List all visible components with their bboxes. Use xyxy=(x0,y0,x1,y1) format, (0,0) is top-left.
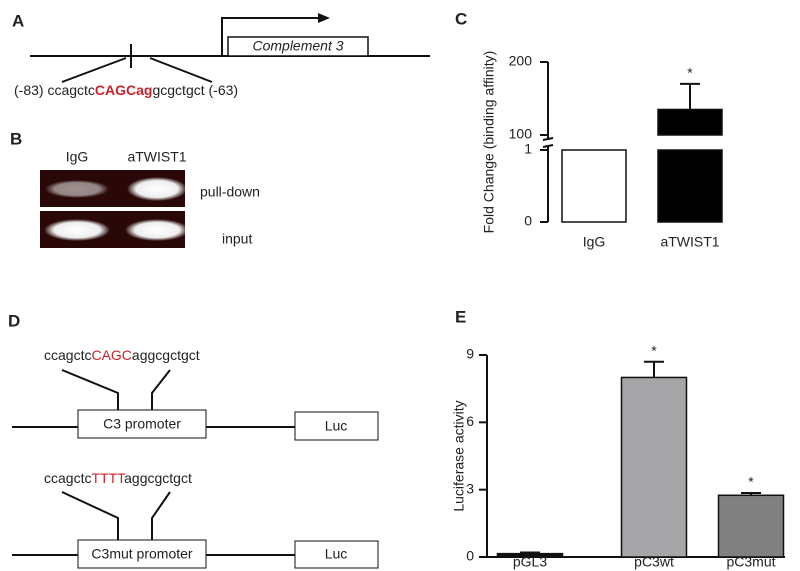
reporter-label: Luc xyxy=(325,418,348,434)
gene-box xyxy=(227,36,369,57)
construct: ccagctcTTTTaggcgctgct C3mut promoter Luc xyxy=(12,470,379,569)
sequence: ccagctcTTTTaggcgctgct xyxy=(44,470,192,486)
promoter-diagram: Complement 3 (-83) ccagctcCAGCaggcgctgct… xyxy=(14,13,430,98)
construct: ccagctcCAGCaggcgctgct C3 promoter Luc xyxy=(12,347,379,441)
row-label: input xyxy=(222,231,252,247)
panel-label: A xyxy=(12,11,24,30)
x-tick-label: aTWIST1 xyxy=(660,234,719,250)
reporter-label: Luc xyxy=(325,546,348,562)
row-label: pull-down xyxy=(200,184,260,200)
zoom-line xyxy=(149,57,213,83)
seq-part: gcgctgct (-63) xyxy=(152,82,238,98)
y-tick-label: 9 xyxy=(466,346,474,362)
band xyxy=(44,219,110,241)
bar xyxy=(717,494,785,558)
x-tick-label: pGL3 xyxy=(513,554,547,570)
panel-label: C xyxy=(455,9,467,28)
bar xyxy=(657,108,723,136)
seq-site: CAGCag xyxy=(95,82,153,98)
x-tick-label: IgG xyxy=(583,234,606,250)
significance: * xyxy=(651,342,657,358)
lane-label: IgG xyxy=(66,149,89,165)
zoom-line xyxy=(151,491,171,540)
seq-site: CAGC xyxy=(91,347,131,363)
gene-label: Complement 3 xyxy=(252,38,343,54)
x-tick-label: pC3wt xyxy=(634,554,674,570)
axis-break xyxy=(542,144,554,148)
seq-site: TTTT xyxy=(91,470,126,486)
reporter-box xyxy=(294,540,379,569)
y-axis-label: Fold Change (binding affinity) xyxy=(481,51,497,234)
zoom-line xyxy=(151,369,171,410)
seq-part: ccagctc xyxy=(44,347,91,363)
reporter-box xyxy=(294,411,379,441)
zoom-line xyxy=(61,369,119,410)
significance: * xyxy=(748,474,754,490)
sequence: ccagctcCAGCaggcgctgct xyxy=(44,347,200,363)
y-axis-label: Luciferase activity xyxy=(451,400,467,511)
promoter-box xyxy=(77,539,207,569)
band xyxy=(45,180,109,198)
promoter-box xyxy=(77,409,207,439)
seq-part: aggcgctgct xyxy=(124,470,192,486)
promoter-label: C3mut promoter xyxy=(91,546,192,562)
y-tick-label: 1 xyxy=(524,141,532,157)
y-tick-label: 200 xyxy=(509,53,533,69)
band xyxy=(127,177,187,201)
arrow-head xyxy=(318,13,330,23)
bar xyxy=(657,149,723,223)
panel-label: D xyxy=(8,311,20,330)
x-tick-label: pC3mut xyxy=(726,554,775,570)
tss-arrow xyxy=(221,17,318,56)
seq-part: aggcgctgct xyxy=(132,347,200,363)
significance: * xyxy=(687,65,693,81)
bar xyxy=(561,149,627,223)
lane-label: aTWIST1 xyxy=(127,149,186,165)
zoom-line xyxy=(61,57,127,83)
y-tick-label: 6 xyxy=(466,413,474,429)
seq-part: ccagctc xyxy=(44,470,91,486)
band xyxy=(125,219,189,241)
panel-label: E xyxy=(455,307,466,326)
panel-label: B xyxy=(10,129,22,148)
seq-part: (-83) ccagctc xyxy=(14,82,95,98)
y-tick-label: 100 xyxy=(509,126,533,142)
bar xyxy=(620,376,688,558)
y-tick-label: 0 xyxy=(466,548,474,564)
gel: IgG aTWIST1 pull-down input xyxy=(40,149,260,248)
axis-break xyxy=(542,137,554,141)
promoter-label: C3 promoter xyxy=(103,416,181,432)
zoom-line xyxy=(61,491,119,540)
y-tick-label: 0 xyxy=(524,213,532,229)
y-tick-label: 3 xyxy=(466,480,474,496)
sequence: (-83) ccagctcCAGCaggcgctgct (-63) xyxy=(14,82,238,98)
